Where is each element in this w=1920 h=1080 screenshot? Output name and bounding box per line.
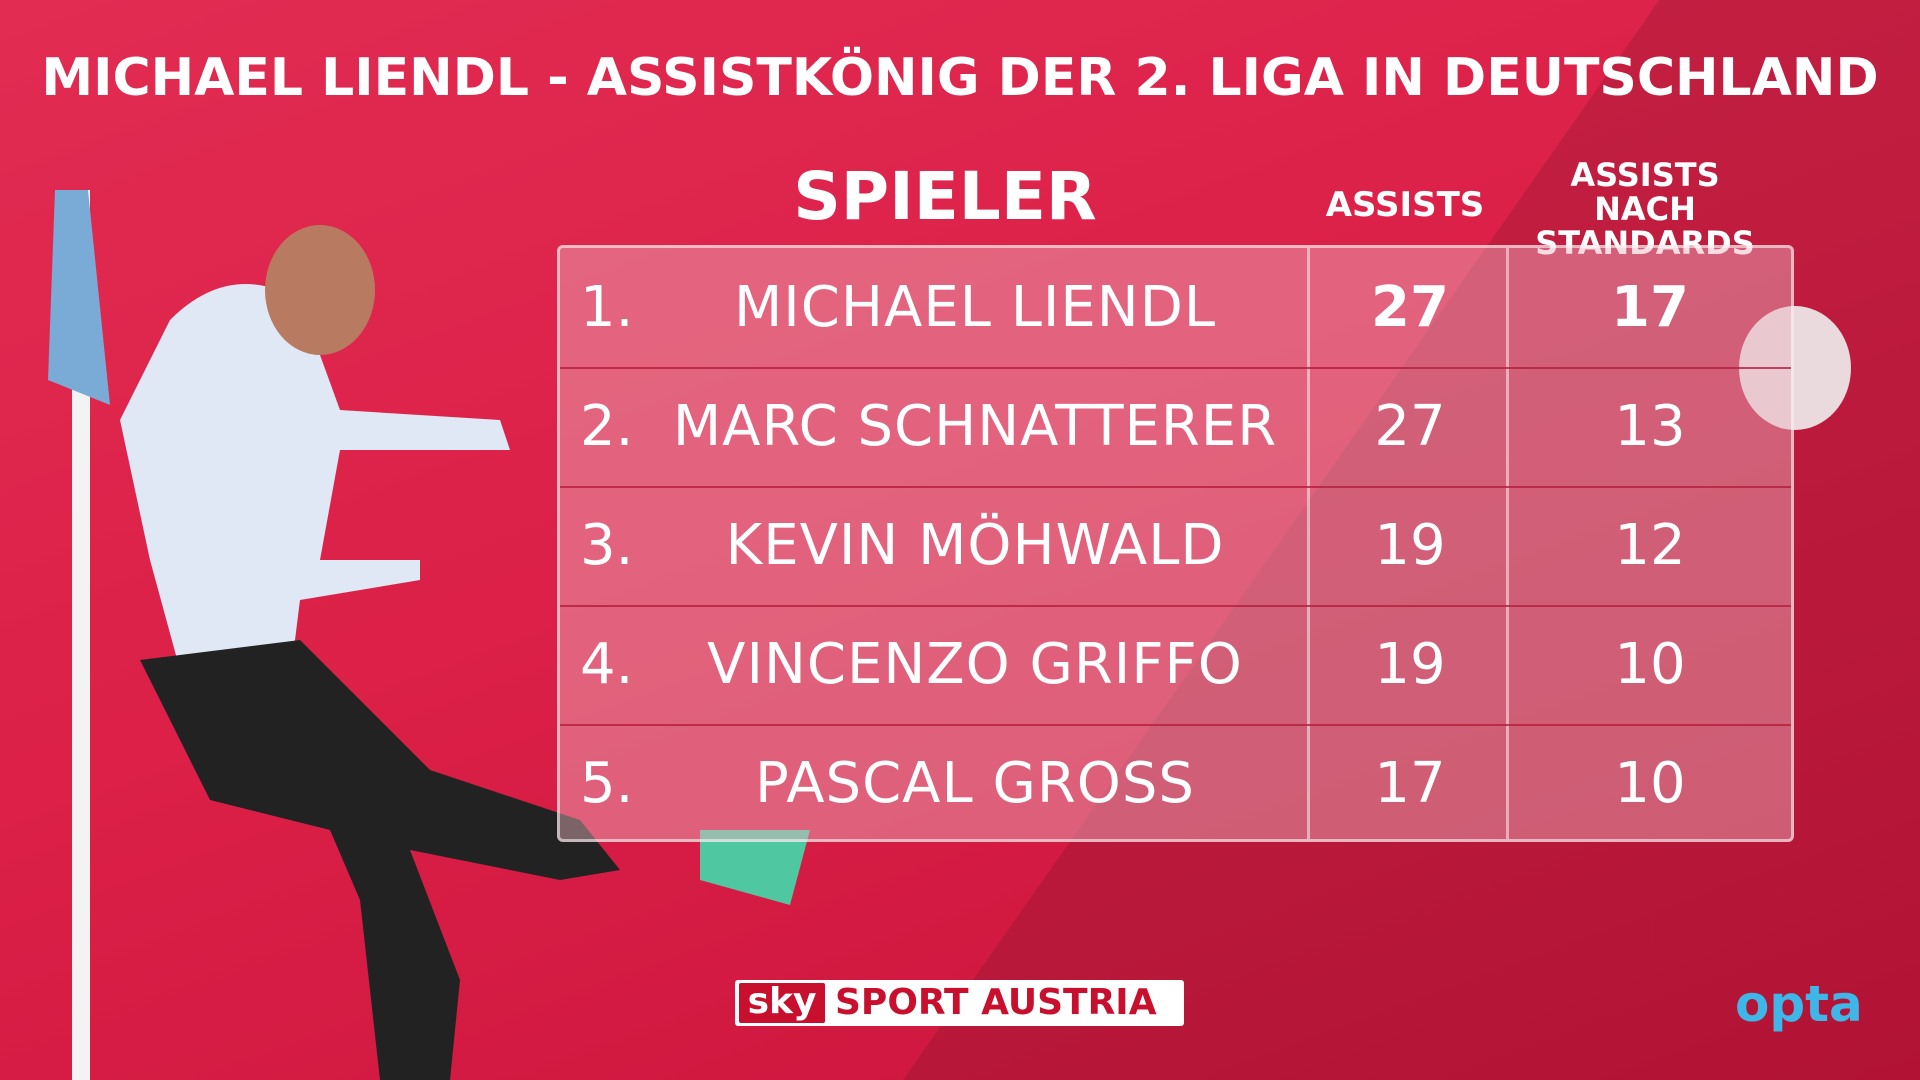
corner-flag-pole	[72, 190, 90, 1080]
assists-standards: 17	[1611, 275, 1689, 340]
table: 1. MICHAEL LIENDL 27 17 2. MARC SCHNATTERER 27…	[557, 245, 1794, 842]
column-divider	[1506, 248, 1509, 839]
rank: 2.	[580, 394, 634, 459]
table-row: 5. PASCAL GROSS 17 10	[560, 724, 1791, 843]
player-name: KEVIN MÖHWALD	[725, 513, 1225, 578]
ball	[1739, 306, 1851, 430]
table-row: 2. MARC SCHNATTERER 27 13	[560, 367, 1791, 488]
rank: 5.	[580, 751, 634, 816]
rank: 4.	[580, 632, 634, 697]
player-name: MICHAEL LIENDL	[733, 275, 1217, 340]
rank: 3.	[580, 513, 634, 578]
assists: 19	[1374, 513, 1446, 578]
player-shirt	[120, 284, 510, 680]
rank: 1.	[580, 275, 634, 340]
player-shorts-legs	[140, 640, 620, 1080]
column-header: ASSISTS NACH STANDARDS	[1535, 156, 1755, 262]
column-divider	[1307, 248, 1310, 839]
assists-standards: 12	[1614, 513, 1686, 578]
player-name: MARC SCHNATTERER	[672, 394, 1278, 459]
provider-logo: opta	[1735, 975, 1863, 1033]
logo-text: SPORT AUSTRIA	[835, 982, 1157, 1023]
player-boot	[700, 830, 810, 905]
column-header: ASSISTS	[1325, 185, 1485, 225]
assists-standards: 13	[1614, 394, 1686, 459]
table-row: 3. KEVIN MÖHWALD 19 12	[560, 486, 1791, 607]
assists: 17	[1374, 751, 1446, 816]
assists: 19	[1374, 632, 1446, 697]
column-header: SPIELER	[793, 158, 1097, 235]
table-row: 1. MICHAEL LIENDL 27 17	[560, 248, 1791, 369]
broadcaster-logo: sky SPORT AUSTRIA	[735, 980, 1184, 1026]
player-head	[265, 225, 375, 355]
assists: 27	[1374, 394, 1446, 459]
table-row: 4. VINCENZO GRIFFO 19 10	[560, 605, 1791, 726]
title: MICHAEL LIENDL - ASSISTKÖNIG DER 2. LIGA…	[41, 48, 1879, 108]
player-name: PASCAL GROSS	[755, 751, 1195, 816]
logo-mark: sky	[739, 983, 825, 1023]
player-name: VINCENZO GRIFFO	[707, 632, 1243, 697]
assists-standards: 10	[1614, 632, 1686, 697]
assists: 27	[1371, 275, 1449, 340]
assists-standards: 10	[1614, 751, 1686, 816]
corner-flag	[48, 190, 110, 405]
